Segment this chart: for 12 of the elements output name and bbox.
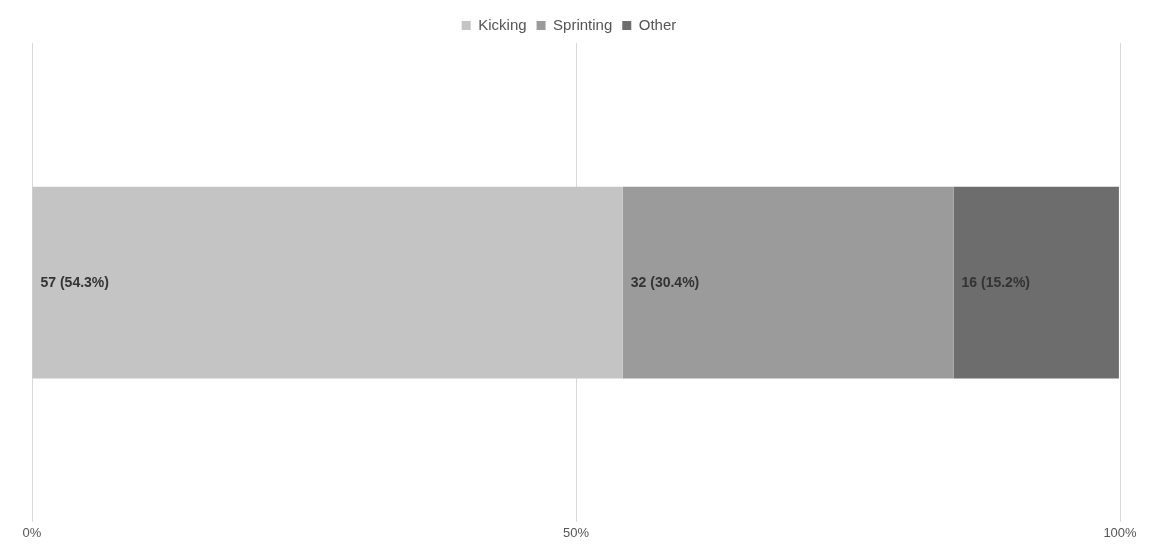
bar	[622, 186, 954, 379]
legend-label: Sprinting	[553, 15, 613, 33]
x-tick-label: 100%	[1103, 524, 1138, 540]
data-label: 32 (30.4%)	[630, 273, 700, 290]
data-label: 57 (54.3%)	[40, 273, 109, 290]
bar	[32, 186, 623, 379]
legend-label: Kicking	[478, 15, 527, 33]
data-label: 16 (15.2%)	[961, 273, 1031, 290]
legend-label: Other	[638, 15, 677, 33]
bar	[953, 186, 1119, 379]
x-tick-label: 50%	[562, 524, 590, 540]
x-tick-label: 0%	[22, 524, 42, 540]
